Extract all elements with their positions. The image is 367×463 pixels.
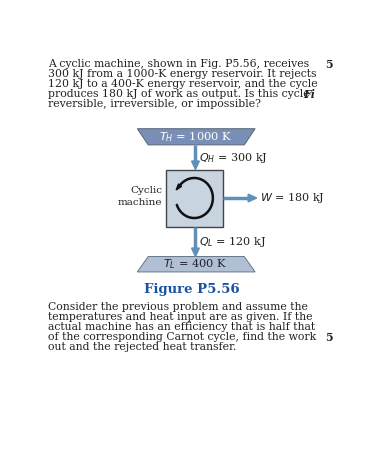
Text: Figure P5.56: Figure P5.56 (144, 283, 239, 296)
Text: $T_H$ = 1000 K: $T_H$ = 1000 K (159, 130, 232, 144)
Bar (166, 169, 222, 226)
Polygon shape (248, 194, 257, 202)
Text: $W$ = 180 kJ: $W$ = 180 kJ (260, 191, 325, 205)
Text: out and the rejected heat transfer.: out and the rejected heat transfer. (48, 342, 237, 352)
Polygon shape (176, 184, 182, 190)
Text: $Q_H$ = 300 kJ: $Q_H$ = 300 kJ (199, 151, 268, 165)
Polygon shape (137, 257, 255, 272)
Polygon shape (192, 161, 199, 169)
Text: Cyclic
machine: Cyclic machine (118, 186, 162, 207)
Polygon shape (137, 129, 255, 145)
Text: produces 180 kJ of work as output. Is this cycle: produces 180 kJ of work as output. Is th… (48, 89, 310, 100)
Text: actual machine has an efficiency that is half that: actual machine has an efficiency that is… (48, 322, 315, 332)
Text: 5: 5 (325, 59, 333, 70)
Text: A cyclic machine, shown in Fig. P5.56, receives: A cyclic machine, shown in Fig. P5.56, r… (48, 59, 309, 69)
Text: 5: 5 (325, 332, 333, 343)
Text: of the corresponding Carnot cycle, find the work: of the corresponding Carnot cycle, find … (48, 332, 316, 342)
Text: $Q_L$ = 120 kJ: $Q_L$ = 120 kJ (199, 235, 267, 249)
Text: 120 kJ to a 400-K energy reservoir, and the cycle: 120 kJ to a 400-K energy reservoir, and … (48, 80, 318, 89)
Text: Fi: Fi (303, 89, 315, 100)
Text: Consider the previous problem and assume the: Consider the previous problem and assume… (48, 302, 308, 312)
Text: $T_L$ = 400 K: $T_L$ = 400 K (163, 257, 228, 271)
Text: reversible, irreversible, or impossible?: reversible, irreversible, or impossible? (48, 100, 261, 109)
Text: 300 kJ from a 1000-K energy reservoir. It rejects: 300 kJ from a 1000-K energy reservoir. I… (48, 69, 317, 80)
Polygon shape (192, 248, 199, 257)
Text: temperatures and heat input are as given. If the: temperatures and heat input are as given… (48, 312, 313, 322)
